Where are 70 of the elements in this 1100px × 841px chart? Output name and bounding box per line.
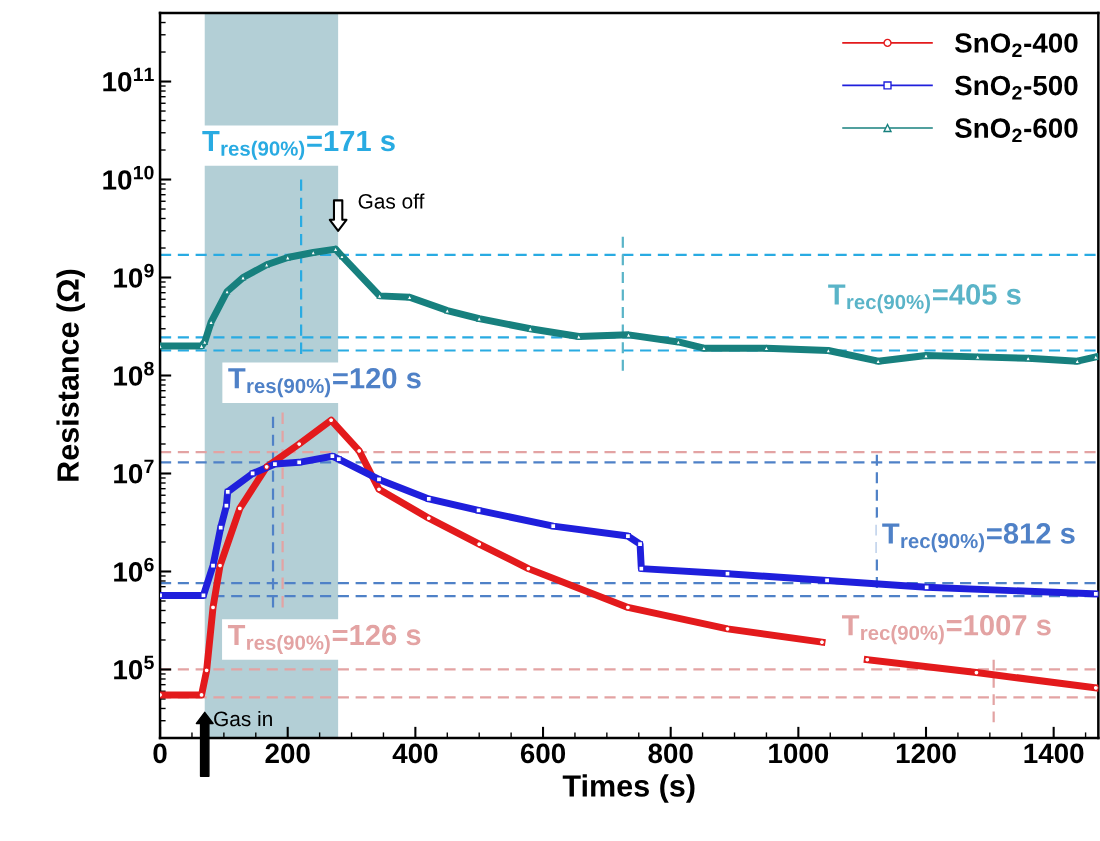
point [328, 417, 335, 424]
point [624, 604, 631, 611]
annotation: Gas in [214, 710, 272, 727]
x-tick-label: 1400 [1024, 743, 1084, 764]
y-axis-title: Resistance (Ω) [56, 269, 85, 481]
annotation: T$_{rec(90%)}$=405 s [828, 284, 1021, 314]
point [1092, 590, 1099, 597]
point [700, 345, 707, 352]
x-tick-label: 400 [392, 743, 438, 764]
point [376, 476, 382, 483]
point [974, 353, 981, 360]
point [263, 463, 270, 470]
point [923, 584, 930, 591]
point [296, 441, 303, 447]
point [200, 592, 207, 599]
point [875, 358, 882, 365]
point [763, 345, 770, 352]
point [210, 562, 217, 569]
x-tick-label: 1200 [896, 743, 956, 764]
y-tick-label: 10$^{11}$ [103, 67, 154, 92]
point [625, 331, 632, 338]
annotation: T$_{rec(90%)}$=812 s [882, 523, 1075, 553]
x-tick-label: 600 [520, 743, 566, 764]
x-tick-label: 800 [648, 743, 693, 764]
annotation: T$_{res(90%)}$=171 s [202, 130, 395, 160]
y-tick-label: 10$^{9}$ [114, 263, 154, 288]
annotation: Gas off [358, 193, 425, 209]
y-tick-label: 10$^{8}$ [114, 361, 154, 386]
point [818, 639, 825, 646]
point [198, 691, 205, 698]
point [824, 577, 831, 584]
point [638, 565, 645, 572]
point [210, 604, 217, 611]
annotation: T$_{res(90%)}$=120 s [228, 367, 421, 398]
point [406, 294, 413, 301]
point [203, 667, 210, 674]
legend-label: SnO$_{2}$-500 [954, 75, 1078, 100]
point [223, 502, 230, 509]
x-tick-label: 0 [153, 743, 167, 764]
point [575, 333, 582, 340]
point [208, 319, 215, 326]
point [476, 315, 483, 322]
point [376, 486, 382, 493]
x-axis-title: Times (s) [562, 774, 695, 803]
point [550, 523, 557, 530]
annotation: T$_{res(90%)}$=126 s [227, 624, 421, 654]
point [1092, 684, 1099, 691]
point [527, 325, 534, 332]
point [217, 524, 224, 531]
point [475, 507, 482, 514]
point [296, 459, 303, 466]
x-tick-label: 1000 [769, 743, 829, 764]
legend-label: SnO$_{2}$-400 [954, 33, 1078, 57]
y-tick-label: 10$^{10}$ [103, 165, 154, 190]
x-tick-label: 200 [265, 743, 310, 764]
annotation: T$_{rec(90%)}$=1007 s [842, 614, 1051, 645]
point [217, 562, 224, 569]
point [1074, 358, 1081, 365]
legend-label: SnO$_{2}$-600 [954, 118, 1078, 143]
y-tick-label: 10$^{7}$ [114, 459, 154, 484]
point [1092, 353, 1099, 360]
point [240, 274, 247, 281]
point [1025, 355, 1032, 362]
y-tick-label: 10$^{5}$ [114, 655, 154, 680]
point [263, 261, 270, 268]
point [224, 488, 231, 495]
y-tick-label: 10$^{6}$ [114, 557, 154, 582]
point [356, 447, 363, 454]
point [335, 456, 342, 463]
point [476, 541, 483, 548]
